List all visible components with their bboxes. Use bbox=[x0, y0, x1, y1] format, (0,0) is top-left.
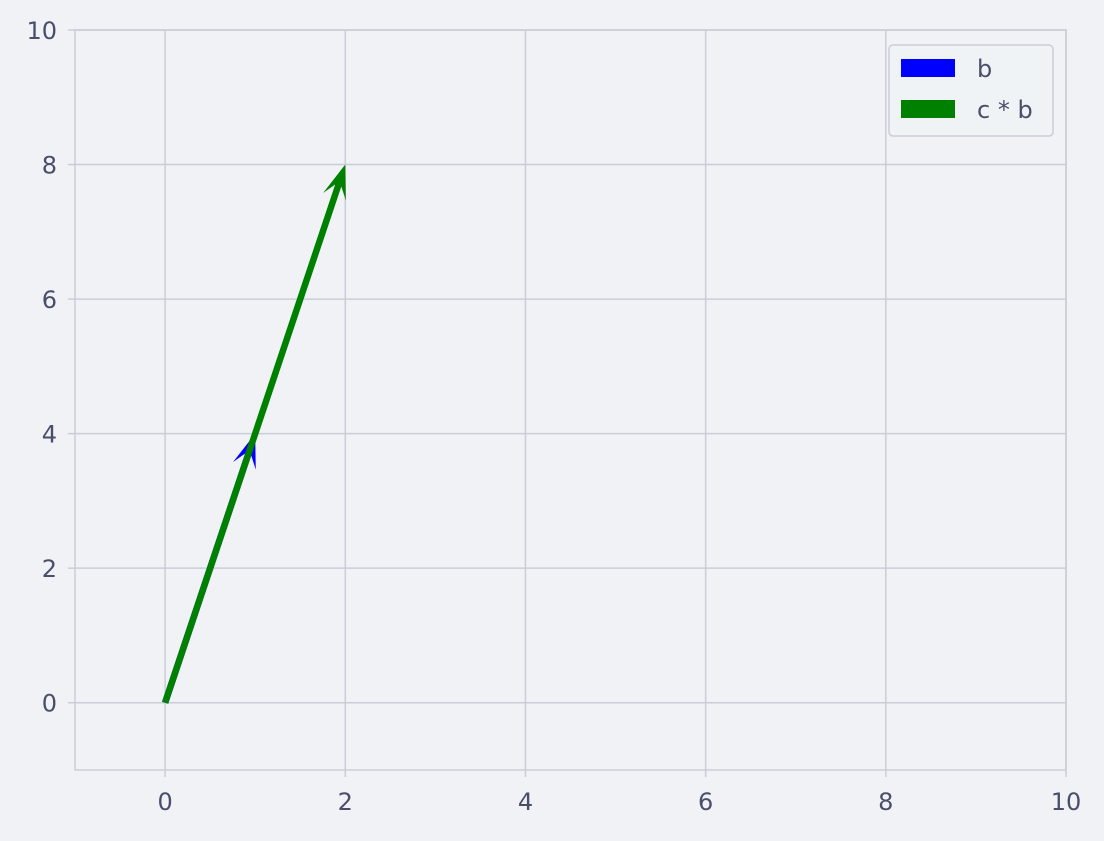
legend-swatch-c-b bbox=[901, 100, 955, 118]
x-tick-label: 4 bbox=[518, 788, 533, 816]
legend-label-b: b bbox=[977, 55, 992, 83]
grid-layer bbox=[74, 29, 1067, 771]
axis-layer: 0 2 4 6 8 10 0 2 4 6 8 10 bbox=[26, 17, 1081, 816]
y-tick-label: 10 bbox=[26, 17, 57, 45]
y-tick-label: 0 bbox=[42, 690, 57, 718]
vector-arrow-c-b bbox=[162, 164, 346, 704]
legend-label-c-b: c * b bbox=[977, 96, 1033, 124]
y-tick-label: 8 bbox=[42, 152, 57, 180]
x-tick-label: 0 bbox=[157, 788, 172, 816]
vector-layer bbox=[162, 164, 346, 704]
y-tick-label: 2 bbox=[42, 555, 57, 583]
x-tick-label: 6 bbox=[698, 788, 713, 816]
y-tick-label: 6 bbox=[42, 286, 57, 314]
legend: b c * b bbox=[888, 44, 1054, 137]
y-tick-label: 4 bbox=[42, 421, 57, 449]
x-tick-label: 2 bbox=[338, 788, 353, 816]
x-tick-label: 8 bbox=[878, 788, 893, 816]
plot-area bbox=[75, 30, 1066, 770]
legend-swatch-b bbox=[901, 59, 955, 77]
x-tick-label: 10 bbox=[1051, 788, 1082, 816]
